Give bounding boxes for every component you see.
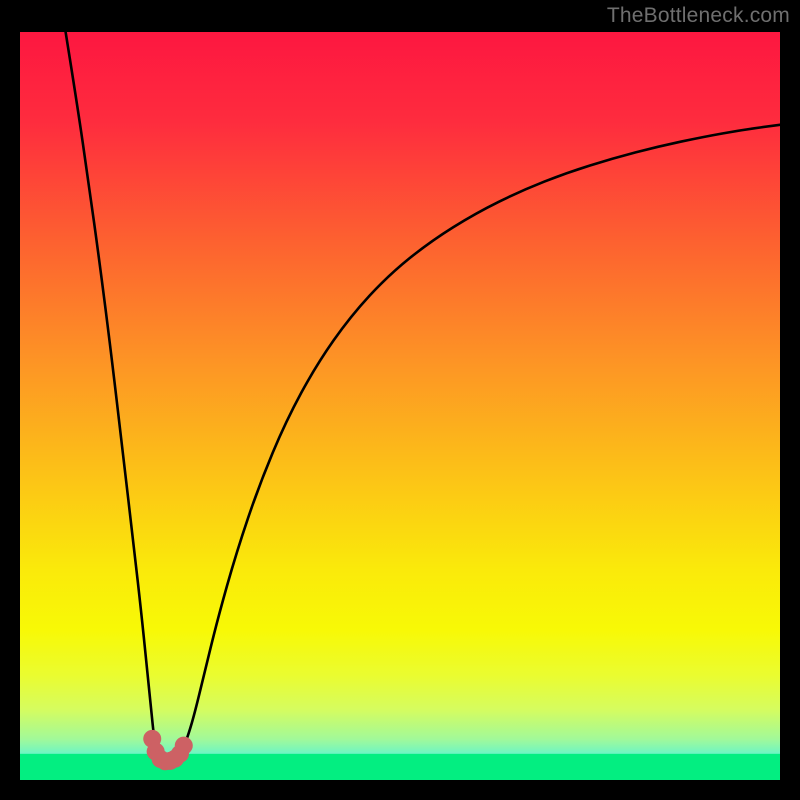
chart-container: TheBottleneck.com: [0, 0, 800, 800]
valley-marker: [175, 737, 193, 755]
green-band: [20, 754, 780, 780]
watermark-label: TheBottleneck.com: [607, 4, 790, 28]
bottleneck-chart: [0, 0, 800, 800]
